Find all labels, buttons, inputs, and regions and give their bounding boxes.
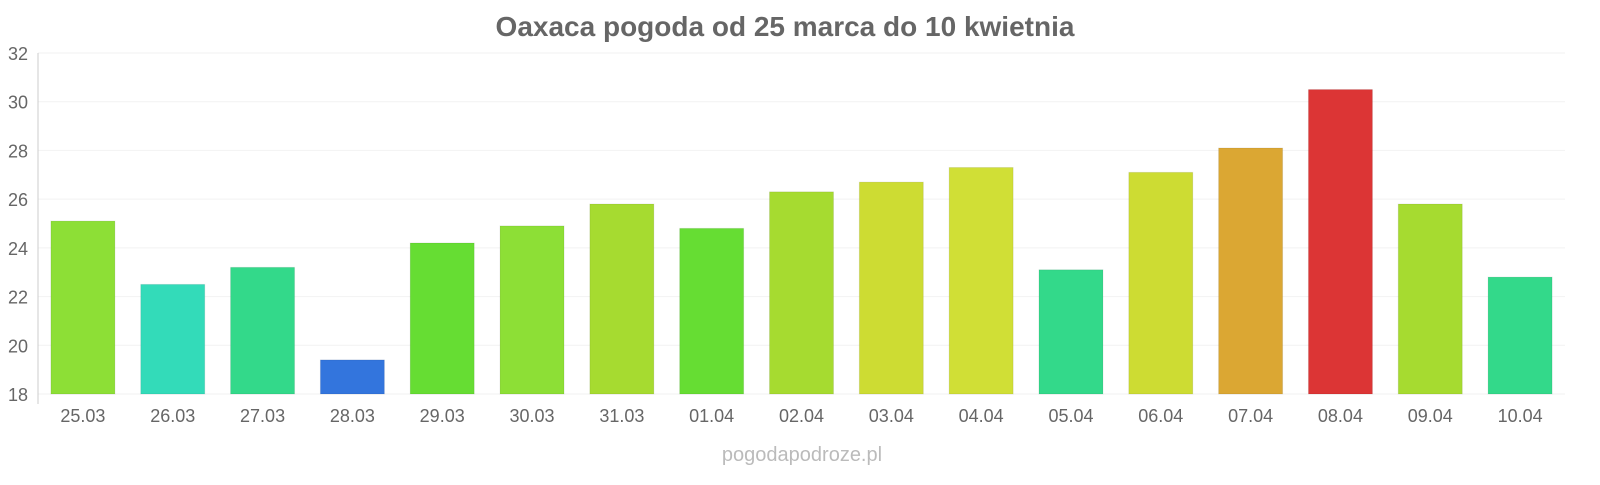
y-tick-label: 22 [8,288,28,308]
y-axis: 18 20 22 24 26 28 30 32 [8,44,28,405]
bar-31.03 [589,203,655,395]
x-tick-label: 06.04 [1138,406,1183,426]
y-tick-label: 26 [8,190,28,210]
x-tick-label: 05.04 [1048,406,1093,426]
x-tick-label: 10.04 [1498,406,1543,426]
y-tick-label: 18 [8,385,28,405]
x-tick-label: 28.03 [330,406,375,426]
y-tick-label: 28 [8,141,28,161]
y-tick-label: 24 [8,239,28,259]
bar-26.03 [140,283,206,395]
bar-05.04 [1038,269,1104,395]
x-tick-label: 02.04 [779,406,824,426]
y-tick-label: 30 [8,93,28,113]
bar-07.04 [1218,147,1284,395]
bar-28.03 [319,359,385,395]
chart-title: Oaxaca pogoda od 25 marca do 10 kwietnia [496,11,1075,42]
x-tick-label: 30.03 [510,406,555,426]
x-tick-label: 09.04 [1408,406,1453,426]
bar-30.03 [499,225,565,395]
x-tick-label: 25.03 [60,406,105,426]
bar-09.04 [1397,203,1463,395]
bar-25.03 [50,220,116,395]
x-tick-label: 01.04 [689,406,734,426]
x-tick-label: 26.03 [150,406,195,426]
x-tick-label: 08.04 [1318,406,1363,426]
x-tick-label: 04.04 [959,406,1004,426]
bar-06.04 [1128,171,1194,395]
bar-03.04 [858,181,924,395]
x-tick-label: 31.03 [599,406,644,426]
x-tick-label: 03.04 [869,406,914,426]
bar-02.04 [769,191,834,395]
bar-08.04 [1307,89,1373,395]
x-tick-label: 27.03 [240,406,285,426]
bars [50,89,1553,395]
bar-01.04 [679,227,745,395]
y-tick-label: 32 [8,44,28,64]
watermark: pogodapodroze.pl [722,444,882,466]
bar-10.04 [1487,276,1553,395]
bar-29.03 [409,242,475,395]
bar-27.03 [230,266,296,395]
bar-04.04 [948,166,1014,395]
y-tick-label: 20 [8,336,28,356]
x-tick-label: 07.04 [1228,406,1273,426]
x-tick-label: 29.03 [420,406,465,426]
x-axis: 25.03 26.03 27.03 28.03 29.03 30.03 31.03 01.04… [60,406,1542,426]
